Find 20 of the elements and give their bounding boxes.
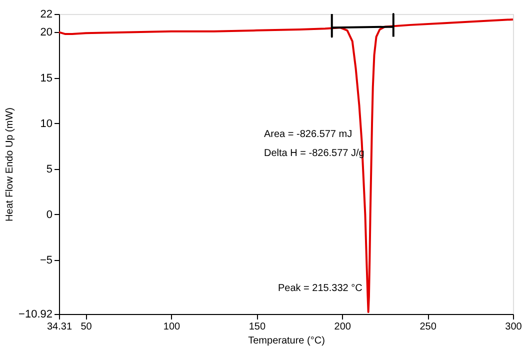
y-tick-label: −5 xyxy=(40,254,52,267)
x-tick-label: 300 xyxy=(505,322,522,332)
x-tick-label: 200 xyxy=(334,322,352,332)
y-tick-label: 5 xyxy=(46,163,52,176)
y-tick-label: −10.92 xyxy=(18,308,52,320)
annotation: Area = -826.577 mJ xyxy=(264,129,352,140)
y-tick-label: 0 xyxy=(46,208,52,221)
x-tick-label: 50 xyxy=(80,322,92,332)
x-axis-title: Temperature (°C) xyxy=(248,336,325,346)
x-tick-label: 34.31 xyxy=(46,322,72,332)
y-axis-title: Heat Flow Endo Up (mW) xyxy=(4,108,16,222)
x-tick-label: 100 xyxy=(163,322,181,332)
line-series xyxy=(330,13,394,38)
x-tick-label: 150 xyxy=(248,322,266,332)
y-tick-label: 20 xyxy=(40,26,52,39)
y-tick-label: 22 xyxy=(40,8,52,20)
y-tick-label: 15 xyxy=(40,72,52,84)
y-tick-label: 10 xyxy=(40,118,52,130)
x-tick-label: 250 xyxy=(420,322,437,332)
annotation: Peak = 215.332 °C xyxy=(278,282,362,294)
